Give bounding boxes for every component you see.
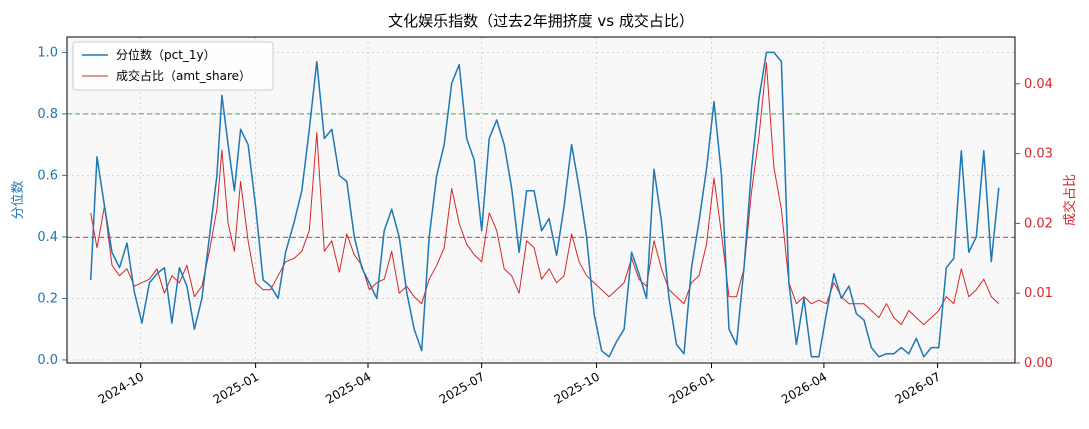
series-line-pct [89,51,1000,358]
legend: 分位数（pct_1y） 成交占比（amt_share） [72,41,274,91]
right-y-tick-label: 0.04 [1024,77,1053,92]
legend-label-amt: 成交占比（amt_share） [116,68,251,83]
grid-lines [67,37,1015,363]
plot-area [67,37,1015,363]
series-line-amt [90,62,1000,326]
left-y-tick-label: 0.4 [37,230,58,245]
right-y-tick-label: 0.03 [1024,147,1053,162]
series-group [89,51,1000,358]
x-tick-label: 2026-04 [779,369,829,406]
plot-frame [66,36,1016,364]
left-y-tick-label: 0.2 [37,291,58,306]
right-y-axis-ticks: 0.00 0.01 0.02 0.03 0.04 [1015,77,1053,371]
x-tick-label: 2025-01 [211,369,261,406]
left-y-tick-label: 0.6 [37,168,58,183]
legend-label-pct: 分位数（pct_1y） [116,47,216,62]
right-y-tick-label: 0.00 [1024,356,1053,371]
right-y-tick-label: 0.02 [1024,216,1053,231]
reference-lines [67,113,1015,238]
legend-box [72,41,274,91]
left-axis-label: 分位数 [11,180,26,219]
x-tick-label: 2025-04 [323,369,373,406]
right-y-tick-label: 0.01 [1024,286,1053,301]
right-axis-label: 成交占比 [1062,174,1078,226]
x-tick-label: 2025-10 [552,369,602,406]
left-y-tick-label: 1.0 [37,45,58,60]
x-tick-label: 2026-01 [667,369,717,406]
left-y-tick-label: 0.0 [37,353,58,368]
x-axis-ticks: 2024-10 2025-01 2025-04 2025-07 2025-10 2026-… [96,363,943,407]
chart-title: 文化娱乐指数（过去2年拥挤度 vs 成交占比） [388,12,694,30]
x-tick-label: 2024-10 [96,369,146,406]
x-tick-label: 2026-07 [893,369,943,406]
x-tick-label: 2025-07 [437,369,487,406]
left-y-tick-label: 0.8 [37,107,58,122]
left-y-axis-ticks: 0.0 0.2 0.4 0.6 0.8 1.0 [37,45,67,368]
